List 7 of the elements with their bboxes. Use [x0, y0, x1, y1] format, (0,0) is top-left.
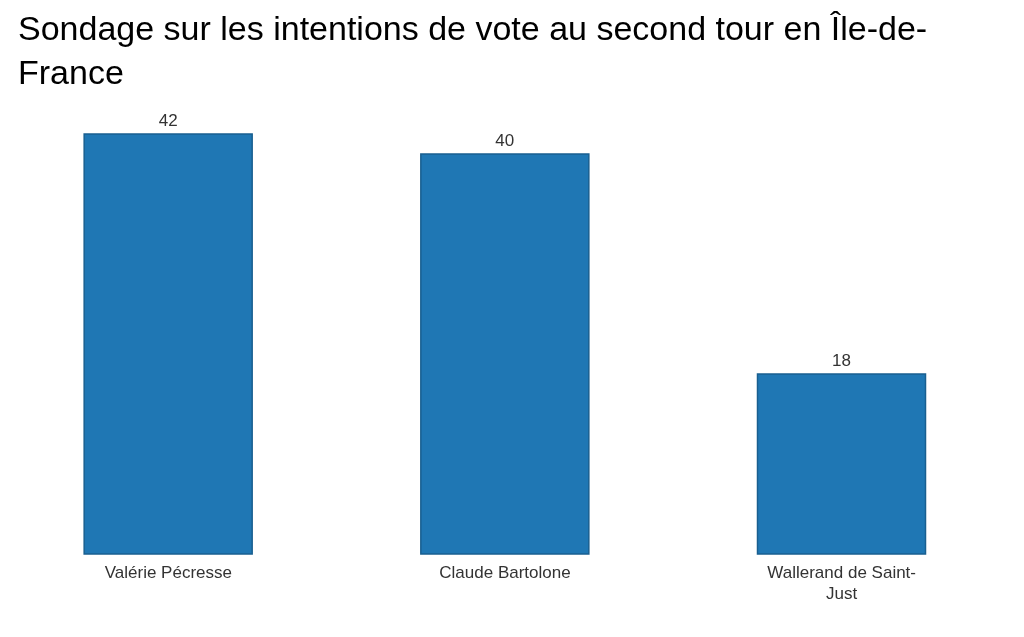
data-label: 18: [832, 351, 851, 370]
x-tick-label: Claude Bartolone: [439, 563, 571, 582]
x-tick-label: Valérie Pécresse: [104, 563, 232, 582]
x-tick-label: Wallerand de Saint-Just: [767, 563, 916, 603]
chart-title: Sondage sur les intentions de vote au second tour en Île-de-France: [17, 8, 929, 93]
data-label: 40: [495, 131, 515, 150]
data-label: 42: [158, 111, 178, 130]
